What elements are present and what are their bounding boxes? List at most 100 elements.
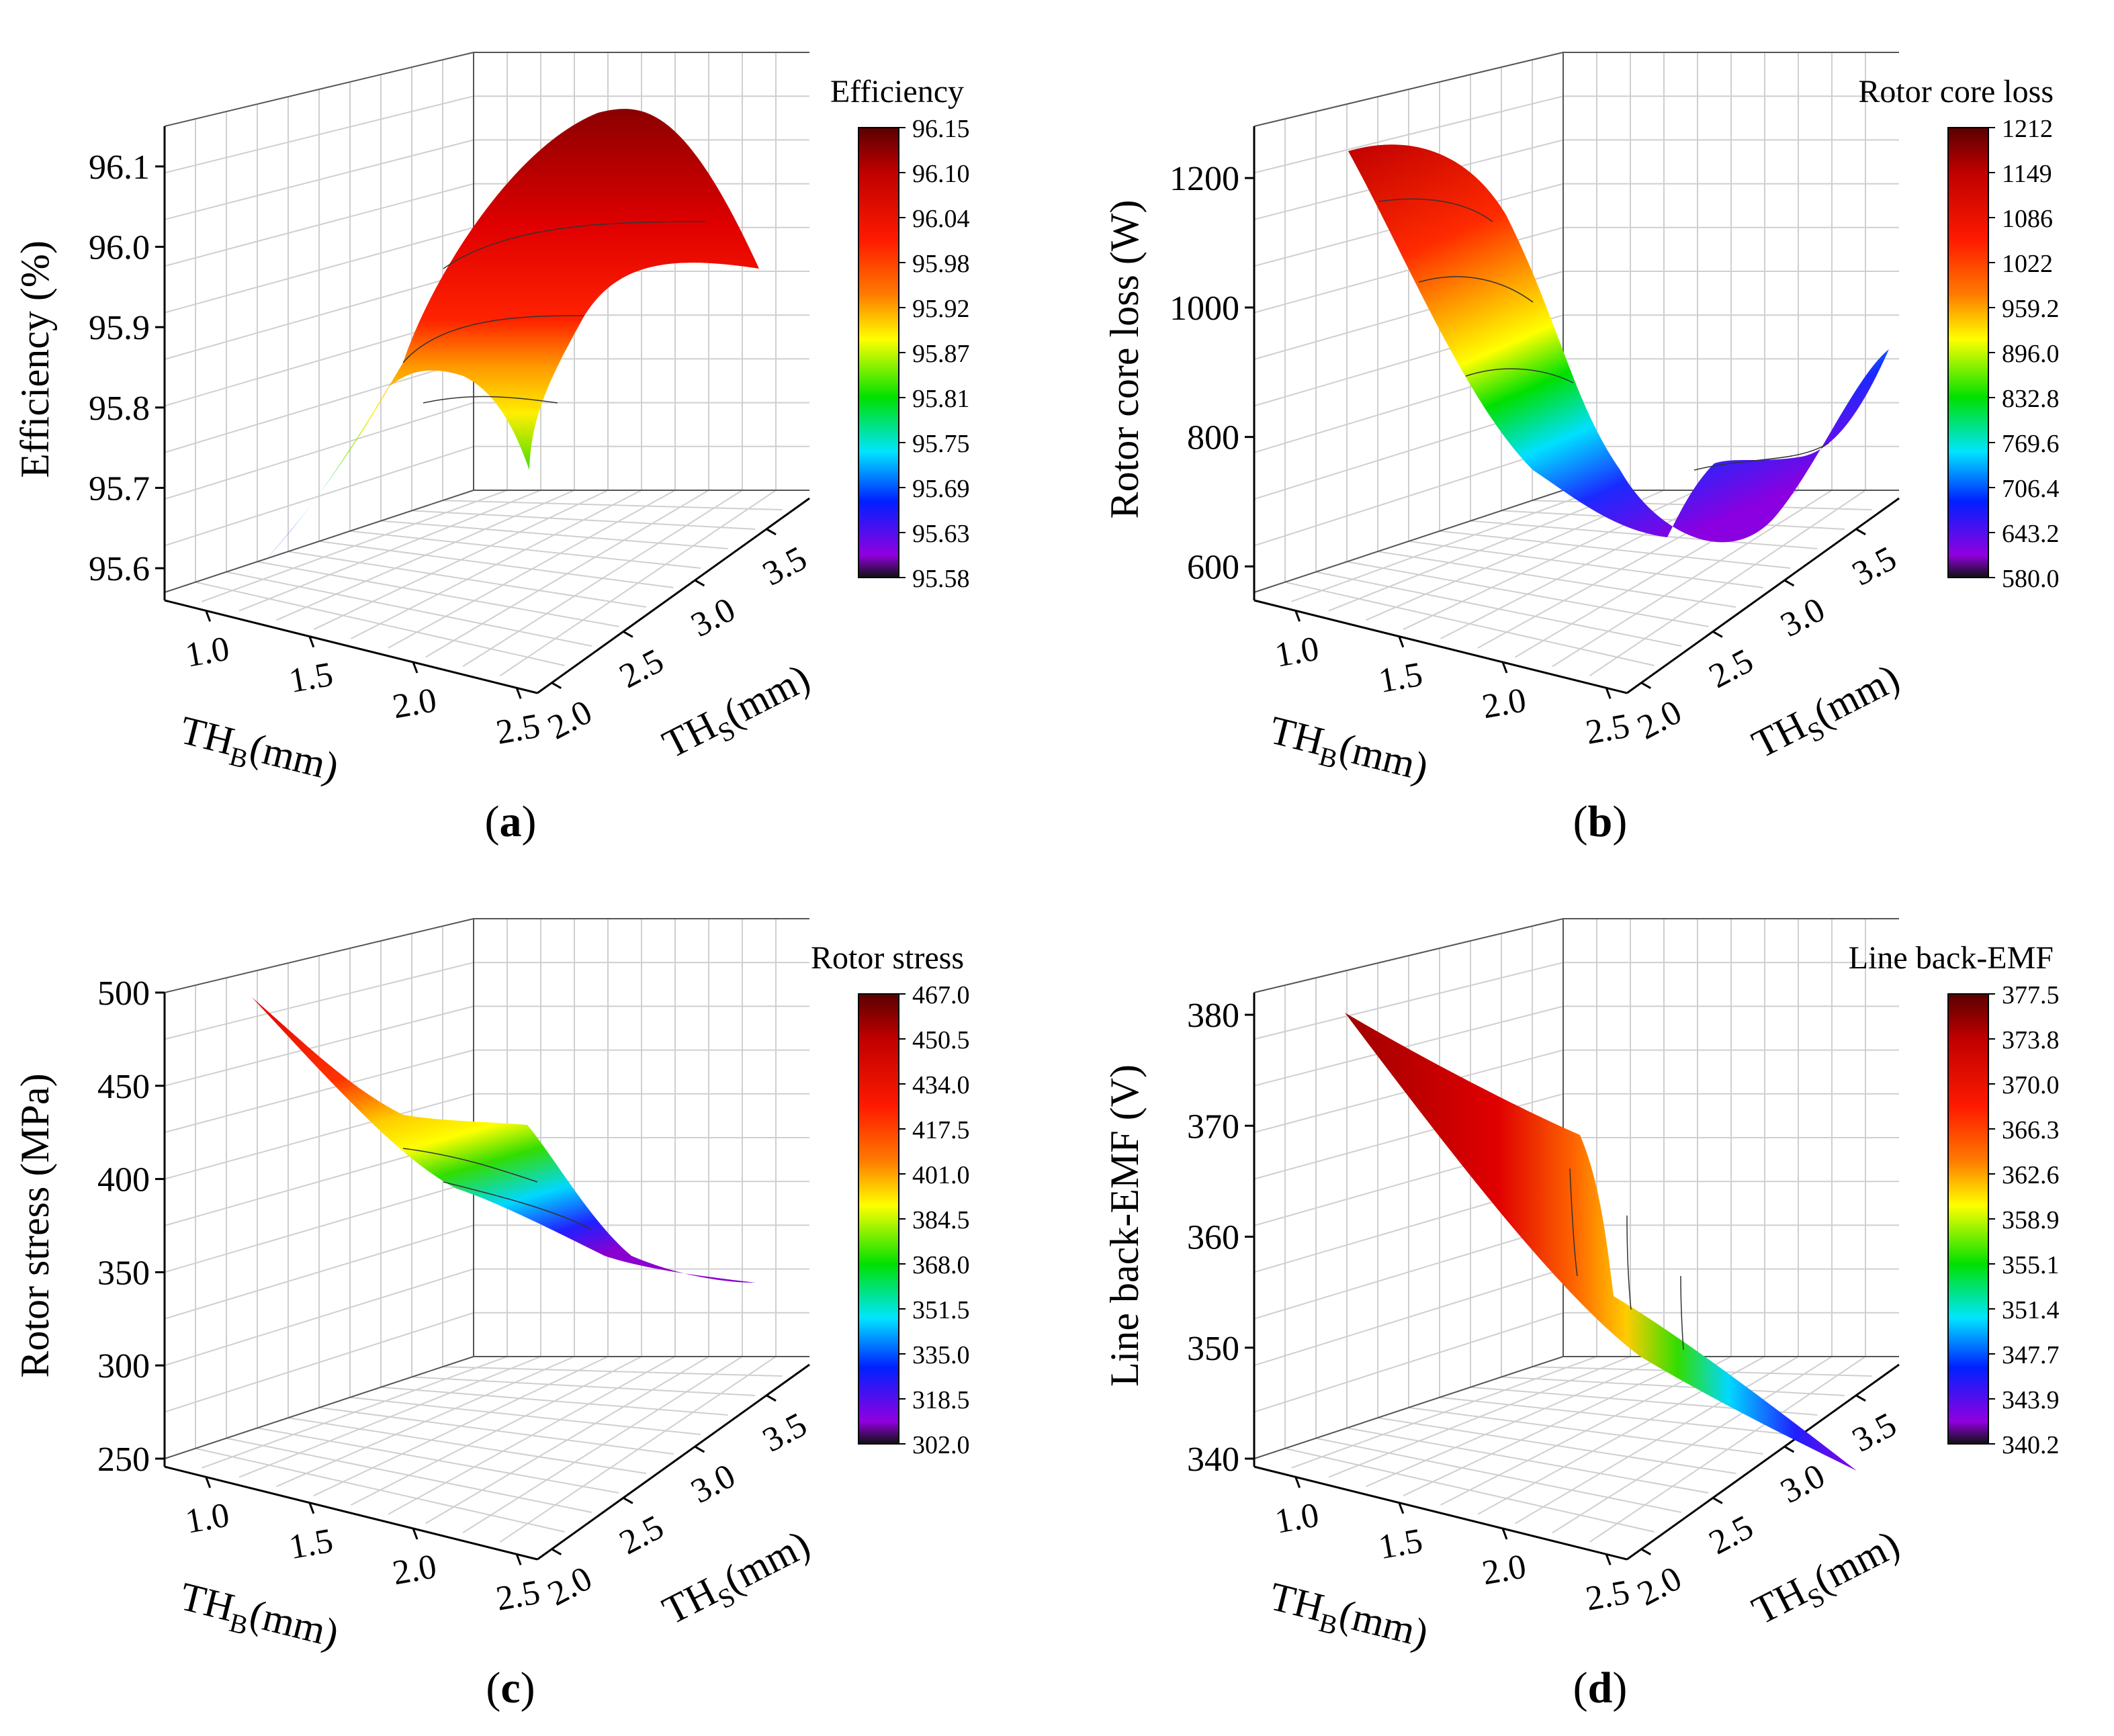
- grid-line: [499, 490, 777, 677]
- colorbar-tick-label: 368.0: [912, 1251, 970, 1279]
- colorbar-tick-label: 467.0: [912, 981, 970, 1009]
- y-tick-label: 2.0: [541, 1559, 598, 1614]
- colorbar-tick-label: 1149: [2002, 160, 2052, 188]
- x-tick-mark: [205, 1476, 212, 1488]
- colorbar-tick-label: 347.7: [2002, 1341, 2060, 1369]
- chart-panel-b: 600 800 1000 1200 Rotor core loss (W) 1.0 1.5 2…: [1102, 52, 2060, 846]
- colorbar-tick-label: 95.98: [912, 250, 970, 278]
- grid-line: [380, 520, 728, 549]
- z-axis-label: Line back-EMF (V): [1102, 1064, 1147, 1387]
- y-tick-label: 3.5: [756, 1406, 813, 1460]
- y-axis-label: THS(mm): [656, 1522, 820, 1639]
- x-tick-mark: [308, 636, 315, 648]
- contour-line: [1569, 1168, 1578, 1277]
- y-tick-mark: [623, 1497, 633, 1504]
- y-tick-mark: [623, 631, 633, 638]
- x-axis-label-unit: (mm): [1335, 1591, 1432, 1655]
- grid-line: [411, 1376, 756, 1396]
- x-tick-label: 2.0: [1479, 681, 1529, 726]
- colorbar-title: Rotor stress: [811, 940, 964, 976]
- y-tick-label: 3.0: [1775, 590, 1831, 645]
- z-axis-label: Efficiency (%): [13, 240, 57, 478]
- panel-letter: b: [1588, 797, 1613, 846]
- panel-letter: a: [500, 797, 522, 846]
- y-axis-label-unit: (mm): [717, 1522, 817, 1602]
- colorbar-tick-label: 450.5: [912, 1026, 970, 1054]
- x-tick-label: 1.5: [286, 1522, 336, 1567]
- y-tick-mark: [766, 528, 777, 536]
- y-tick-mark: [694, 579, 705, 587]
- grid-line: [318, 541, 674, 588]
- y-tick-mark: [1855, 1394, 1866, 1402]
- colorbar-tick-label: 417.5: [912, 1116, 970, 1144]
- y-axis-label-main: TH: [1745, 1569, 1813, 1633]
- y-tick-label: 2.0: [1631, 693, 1687, 747]
- y-axis-label-unit: (mm): [717, 655, 817, 735]
- z-tick-label: 340: [1187, 1441, 1239, 1479]
- z-tick-label: 450: [97, 1068, 150, 1106]
- colorbar: [858, 993, 899, 1445]
- grid-line: [1439, 530, 1791, 569]
- x-axis-label-main: TH: [176, 1574, 239, 1630]
- z-tick-label: 95.7: [89, 469, 150, 508]
- y-tick-label: 2.0: [1631, 1559, 1687, 1614]
- grid-line: [164, 271, 474, 360]
- grid-line: [1408, 541, 1763, 588]
- surface: [252, 997, 756, 1283]
- panel-label: (b): [1573, 797, 1628, 846]
- panel-letter: c: [500, 1663, 520, 1712]
- chart-panel-a: 95.6 95.7 95.8 95.9 96.0 96.1 Efficiency (%) 1.…: [13, 52, 970, 846]
- grid-line: [462, 490, 743, 668]
- colorbar-tick-label: 362.6: [2002, 1161, 2060, 1189]
- z-tick-label: 350: [1187, 1330, 1239, 1368]
- contour-line: [1626, 1215, 1632, 1310]
- colorbar: [858, 127, 899, 578]
- colorbar-tick-label: 318.5: [912, 1386, 970, 1414]
- grid-line: [1552, 1356, 1833, 1534]
- panel-letter: d: [1588, 1663, 1613, 1712]
- y-axis-label-main: TH: [1745, 702, 1813, 766]
- contour-line: [1680, 1275, 1684, 1351]
- x-axis-label-main: TH: [176, 708, 239, 764]
- y-tick-label: 2.5: [613, 641, 670, 696]
- x-tick-label: 1.5: [286, 655, 336, 700]
- z-tick-label: 96.1: [89, 148, 150, 187]
- y-axis-label-main: TH: [656, 702, 723, 766]
- grid-line: [1253, 95, 1564, 174]
- x-axis-label-main: TH: [1266, 1574, 1329, 1630]
- colorbar-tick-label: 959.2: [2002, 295, 2060, 323]
- colorbar-tick-label: 1086: [2002, 205, 2053, 233]
- colorbar-tick-label: 95.87: [912, 340, 970, 368]
- y-axis-line: [537, 1363, 810, 1561]
- colorbar-tick-label: 340.2: [2002, 1431, 2060, 1459]
- panel-label: (a): [485, 797, 537, 846]
- colorbar-tick-label: 351.5: [912, 1296, 970, 1324]
- colorbar-tick-label: 95.75: [912, 430, 970, 458]
- x-tick-mark: [308, 1502, 315, 1514]
- y-tick-mark: [1640, 1548, 1652, 1556]
- y-tick-mark: [766, 1394, 777, 1402]
- contour-line: [1418, 276, 1534, 303]
- x-axis-label: THB(mm): [174, 708, 343, 796]
- grid-line: [1501, 1376, 1845, 1396]
- x-axis-line: [164, 599, 538, 694]
- colorbar-title: Rotor core loss: [1858, 74, 2054, 109]
- colorbar-tick-label: 358.9: [2002, 1206, 2060, 1234]
- x-tick-label: 1.5: [1376, 655, 1425, 700]
- colorbar-tick-label: 377.5: [2002, 981, 2060, 1009]
- grid-line: [388, 1356, 676, 1515]
- grid-line: [462, 1356, 743, 1534]
- colorbar-tick-label: 384.5: [912, 1206, 970, 1234]
- x-tick-label: 1.0: [1272, 629, 1322, 674]
- grid-line: [1408, 1407, 1763, 1455]
- surface: [1348, 144, 1889, 543]
- y-tick-mark: [1712, 631, 1723, 638]
- colorbar-tick-label: 96.04: [912, 205, 970, 233]
- grid-line: [1253, 1005, 1564, 1087]
- z-tick-label: 800: [1187, 419, 1239, 457]
- z-tick-label: 300: [97, 1347, 150, 1385]
- y-tick-mark: [1783, 579, 1795, 587]
- x-tick-mark: [1605, 687, 1612, 699]
- contour-line: [1693, 443, 1829, 471]
- colorbar-tick-label: 1022: [2002, 250, 2053, 278]
